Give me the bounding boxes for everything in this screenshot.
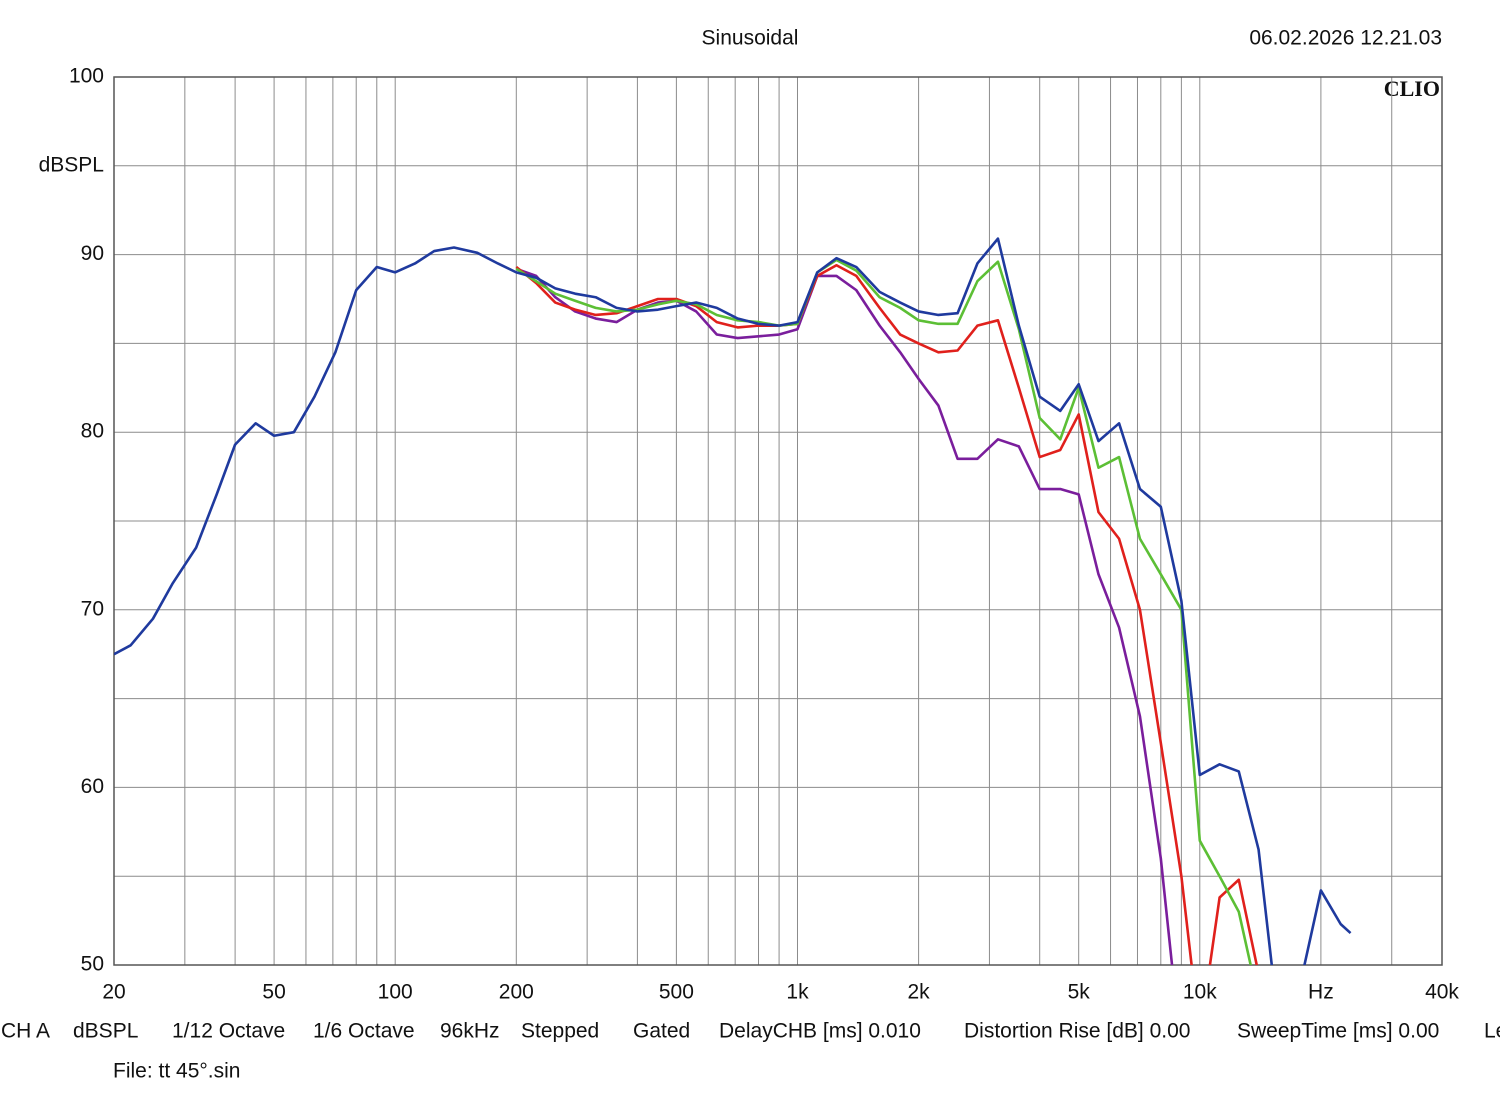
x-tick-label: 200 <box>499 981 534 1004</box>
timestamp: 06.02.2026 12.21.03 <box>1249 27 1442 50</box>
y-tick-label: 70 <box>81 597 104 620</box>
y-axis-label: dBSPL <box>39 153 104 176</box>
x-tick-label: Hz <box>1308 981 1334 1004</box>
x-tick-label: 20 <box>102 981 125 1004</box>
y-tick-label: 50 <box>81 953 104 976</box>
response-curve <box>515 258 1252 965</box>
x-tick-label: 100 <box>378 981 413 1004</box>
status-item: 1/6 Octave <box>313 1020 415 1043</box>
status-item: 1/12 Octave <box>172 1020 285 1043</box>
status-item: 96kHz <box>440 1020 500 1043</box>
x-tick-label: 5k <box>1068 981 1091 1004</box>
x-tick-label: 1k <box>786 981 809 1004</box>
status-item: DelayCHB [ms] 0.010 <box>719 1020 921 1043</box>
status-item: CH A <box>1 1020 50 1043</box>
logo: CLIO <box>1384 76 1440 101</box>
status-item: Stepped <box>521 1020 599 1043</box>
status-item: SweepTime [ms] 0.00 <box>1237 1020 1439 1043</box>
x-tick-label: 500 <box>659 981 694 1004</box>
plot-frame <box>113 76 1443 966</box>
status-item: Distortion Rise [dB] 0.00 <box>964 1020 1190 1043</box>
file-name: File: tt 45°.sin <box>113 1060 240 1083</box>
y-tick-label: 60 <box>81 775 104 798</box>
status-item: Gated <box>633 1020 690 1043</box>
y-tick-label: 100 <box>69 65 104 88</box>
response-curve <box>114 237 1352 965</box>
chart-title: Sinusoidal <box>702 27 799 50</box>
status-item: dBSPL <box>73 1020 138 1043</box>
x-tick-label: 2k <box>908 981 931 1004</box>
x-tick-label: 40k <box>1425 981 1459 1004</box>
plot-area <box>114 237 1352 965</box>
response-curve <box>515 263 1259 965</box>
x-tick-label: 10k <box>1183 981 1217 1004</box>
x-tick-label: 50 <box>262 981 285 1004</box>
y-tick-label: 80 <box>81 420 104 443</box>
y-tick-label: 90 <box>81 242 104 265</box>
response-curve <box>515 267 1174 965</box>
status-item: Le <box>1484 1020 1500 1043</box>
